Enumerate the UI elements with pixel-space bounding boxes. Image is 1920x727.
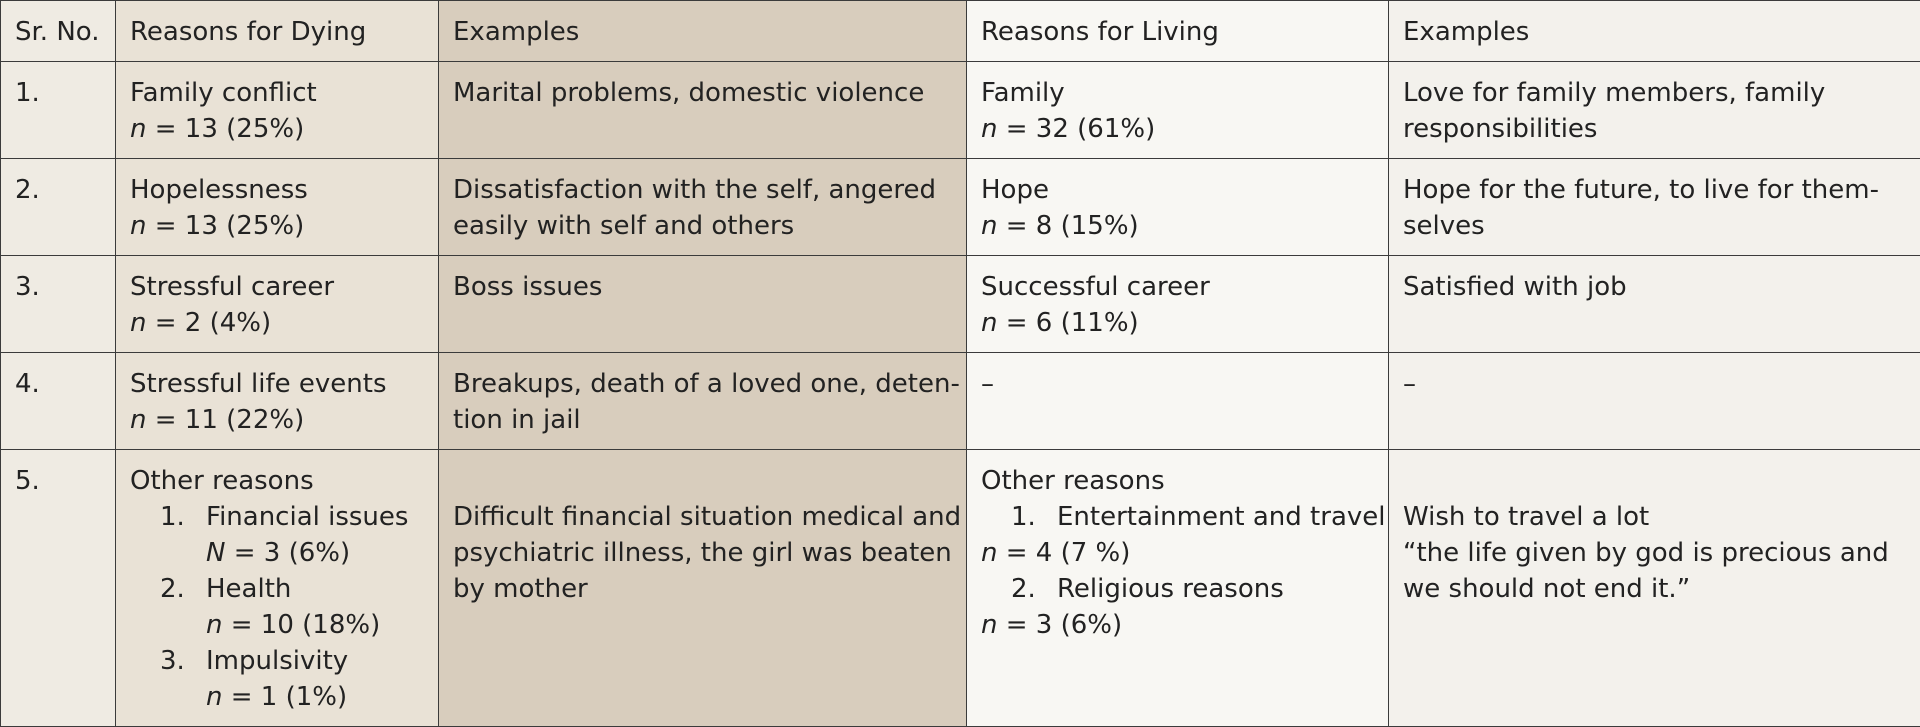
count-text: n = 4 (7 %) <box>981 535 1374 571</box>
sr-no-cell: 3. <box>1 256 116 353</box>
reason-dying-cell: Stressful career n = 2 (4%) <box>116 256 439 353</box>
reason-living-cell: Hope n = 8 (15%) <box>967 159 1389 256</box>
sr-no-cell: 2. <box>1 159 116 256</box>
reason-label: Successful career <box>981 269 1374 305</box>
dying-examples-cell: Marital problems, domestic violence <box>439 62 967 159</box>
header-dying-examples: Examples <box>439 1 967 62</box>
reason-label: Stressful life events <box>130 366 424 402</box>
count-text: n = 8 (15%) <box>981 208 1374 244</box>
header-reasons-for-living: Reasons for Living <box>967 1 1389 62</box>
reason-dying-cell: Family conflict n = 13 (25%) <box>116 62 439 159</box>
reason-dying-cell: Hopelessness n = 13 (25%) <box>116 159 439 256</box>
sub-item: 3.Impulsivity <box>130 643 424 679</box>
count-text: n = 32 (61%) <box>981 111 1374 147</box>
reason-dying-cell: Stressful life events n = 11 (22%) <box>116 353 439 450</box>
count-text: n = 10 (18%) <box>130 607 424 643</box>
count-text: n = 2 (4%) <box>130 305 424 341</box>
reason-living-cell: Other reasons 1.Entertainment and travel… <box>967 450 1389 727</box>
living-examples-cell: Satisfied with job <box>1389 256 1920 353</box>
table-row: 1. Family conflict n = 13 (25%) Marital … <box>1 62 1920 159</box>
reason-dying-cell: Other reasons 1.Financial issues N = 3 (… <box>116 450 439 727</box>
count-text: N = 3 (6%) <box>130 535 424 571</box>
table-row: 4. Stressful life events n = 11 (22%) Br… <box>1 353 1920 450</box>
reason-label: Family <box>981 75 1374 111</box>
dying-examples-cell: Boss issues <box>439 256 967 353</box>
reason-label: Family conflict <box>130 75 424 111</box>
living-examples-cell: – <box>1389 353 1920 450</box>
table-row: 2. Hopelessness n = 13 (25%) Dissatisfac… <box>1 159 1920 256</box>
sr-no-cell: 5. <box>1 450 116 727</box>
sub-item: 1.Entertainment and travel <box>981 499 1374 535</box>
table-row: 5. Other reasons 1.Financial issues N = … <box>1 450 1920 727</box>
reason-living-cell: – <box>967 353 1389 450</box>
living-examples-cell: Love for family members, family responsi… <box>1389 62 1920 159</box>
sub-item: 2.Health <box>130 571 424 607</box>
header-sr-no: Sr. No. <box>1 1 116 62</box>
count-text: n = 6 (11%) <box>981 305 1374 341</box>
count-text: n = 13 (25%) <box>130 208 424 244</box>
header-living-examples: Examples <box>1389 1 1920 62</box>
reason-label: Other reasons <box>130 463 424 499</box>
count-text: n = 11 (22%) <box>130 402 424 438</box>
count-text: n = 3 (6%) <box>981 607 1374 643</box>
reason-label: Stressful career <box>130 269 424 305</box>
reason-label: Other reasons <box>981 463 1374 499</box>
sub-item: 1.Financial issues <box>130 499 424 535</box>
sr-no-cell: 1. <box>1 62 116 159</box>
sub-item: 2.Religious reasons <box>981 571 1374 607</box>
living-examples-cell: Wish to travel a lot “the life given by … <box>1389 450 1920 727</box>
reason-living-cell: Successful career n = 6 (11%) <box>967 256 1389 353</box>
dying-examples-cell: Breakups, death of a loved one, deten- t… <box>439 353 967 450</box>
dying-examples-cell: Difficult financial situation medical an… <box>439 450 967 727</box>
count-text: n = 13 (25%) <box>130 111 424 147</box>
living-examples-cell: Hope for the future, to live for them- s… <box>1389 159 1920 256</box>
reason-label: Hope <box>981 172 1374 208</box>
header-reasons-for-dying: Reasons for Dying <box>116 1 439 62</box>
header-row: Sr. No. Reasons for Dying Examples Reaso… <box>1 1 1920 62</box>
table-row: 3. Stressful career n = 2 (4%) Boss issu… <box>1 256 1920 353</box>
count-text: n = 1 (1%) <box>130 679 424 715</box>
sr-no-cell: 4. <box>1 353 116 450</box>
reason-living-cell: Family n = 32 (61%) <box>967 62 1389 159</box>
dying-examples-cell: Dissatisfaction with the self, angered e… <box>439 159 967 256</box>
reason-label: Hopelessness <box>130 172 424 208</box>
reason-label: – <box>981 366 1374 402</box>
